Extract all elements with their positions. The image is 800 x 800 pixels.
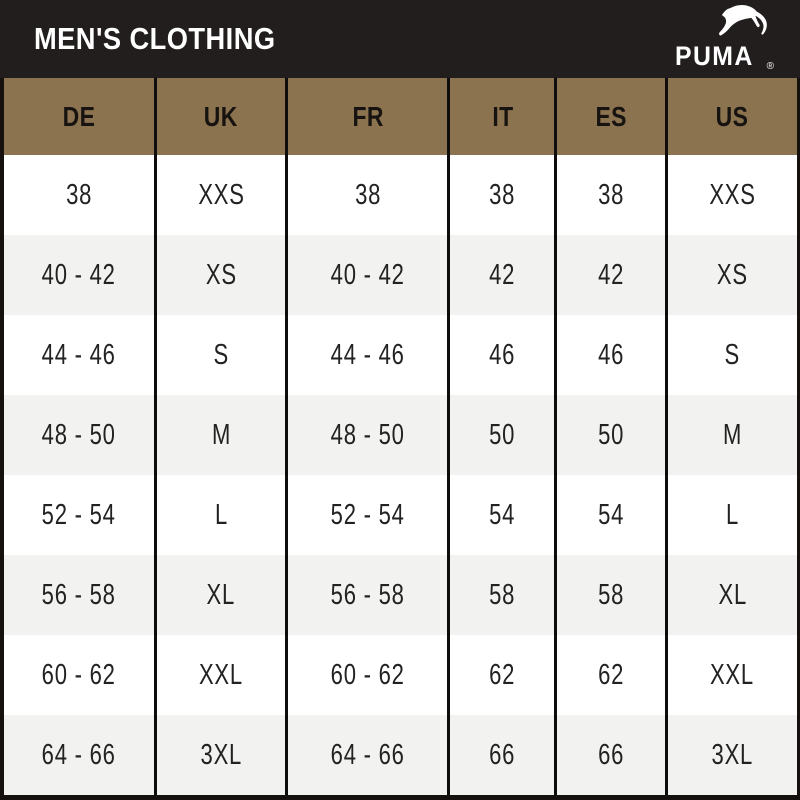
table-cell: 56 - 58 [288,555,451,635]
table-row: 60 - 62 XXL 60 - 62 62 62 XXL [4,635,797,715]
table-cell: 3XL [157,715,289,795]
table-cell: M [667,395,797,475]
table-cell: 58 [557,555,668,635]
column-header-es: ES [557,78,668,155]
table-cell: 42 [450,235,558,315]
table-cell: 50 [450,395,558,475]
table-cell: 38 [450,155,558,235]
table-cell: S [667,315,797,395]
table-cell: L [157,475,289,555]
table-cell: 38 [4,155,158,235]
table-cell: XL [157,555,289,635]
table-row: 40 - 42 XS 40 - 42 42 42 XS [4,235,797,315]
table-cell: 38 [557,155,668,235]
table-cell: 46 [450,315,558,395]
column-header-uk: UK [157,78,289,155]
column-header-de: DE [4,78,158,155]
table-cell: 66 [557,715,668,795]
table-row: 44 - 46 S 44 - 46 46 46 S [4,315,797,395]
page-title: MEN'S CLOTHING [34,21,276,56]
table-row: 38 XXS 38 38 38 XXS [4,155,797,235]
table-cell: XXL [157,635,289,715]
puma-cat-icon [719,4,767,36]
table-cell: 54 [450,475,558,555]
table-row: 52 - 54 L 52 - 54 54 54 L [4,475,797,555]
table-cell: XXS [157,155,289,235]
table-cell: 66 [450,715,558,795]
puma-wordmark: PUMA [674,41,754,71]
table-cell: XS [157,235,289,315]
size-chart-table: DE UK FR IT ES US 38 XXS 38 38 38 XXS 40… [0,78,800,800]
table-cell: 58 [450,555,558,635]
table-cell: 46 [557,315,668,395]
table-cell: 56 - 58 [4,555,158,635]
table-cell: 52 - 54 [288,475,451,555]
table-cell: 44 - 46 [288,315,451,395]
table-cell: S [157,315,289,395]
table-cell: XL [667,555,797,635]
table-cell: XS [667,235,797,315]
table-cell: XXS [667,155,797,235]
column-header-fr: FR [288,78,451,155]
table-cell: 38 [288,155,451,235]
table-row: 48 - 50 M 48 - 50 50 50 M [4,395,797,475]
table-cell: 62 [557,635,668,715]
table-cell: XXL [667,635,797,715]
table-cell: 42 [557,235,668,315]
table-cell: 54 [557,475,668,555]
table-cell: 40 - 42 [288,235,451,315]
table-cell: 40 - 42 [4,235,158,315]
table-cell: 64 - 66 [4,715,158,795]
table-cell: 60 - 62 [4,635,158,715]
table-cell: 3XL [667,715,797,795]
puma-logo: PUMA ® [674,0,774,78]
table-cell: M [157,395,289,475]
title-bar: MEN'S CLOTHING PUMA ® [0,0,800,78]
column-header-us: US [667,78,797,155]
table-cell: L [667,475,797,555]
table-cell: 52 - 54 [4,475,158,555]
table-cell: 44 - 46 [4,315,158,395]
column-header-it: IT [450,78,558,155]
table-cell: 48 - 50 [288,395,451,475]
table-cell: 62 [450,635,558,715]
table-cell: 60 - 62 [288,635,451,715]
table-cell: 48 - 50 [4,395,158,475]
registered-trademark-symbol: ® [766,61,774,72]
table-cell: 64 - 66 [288,715,451,795]
table-row: 56 - 58 XL 56 - 58 58 58 XL [4,555,797,635]
table-header-row: DE UK FR IT ES US [4,78,797,155]
table-row: 64 - 66 3XL 64 - 66 66 66 3XL [4,715,797,795]
table-cell: 50 [557,395,668,475]
